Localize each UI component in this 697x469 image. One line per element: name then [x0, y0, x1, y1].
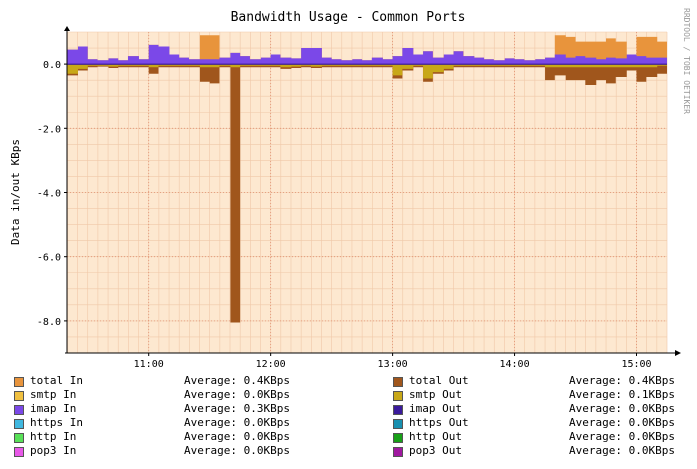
y-axis-label: Data in/out KBps	[9, 139, 22, 245]
legend-average: Average: 0.0KBps	[569, 430, 675, 443]
legend-item: https In Average: 0.0KBps	[14, 416, 304, 430]
legend-item: total In Average: 0.4KBps	[14, 374, 304, 388]
legend-item: imap Out Average: 0.0KBps	[393, 402, 683, 416]
legend-swatch	[393, 405, 403, 415]
y-tick-label: -2.0	[37, 124, 61, 135]
legend-item: imap In Average: 0.3KBps	[14, 402, 304, 416]
legend-label: https In	[30, 416, 83, 429]
legend-label: imap In	[30, 402, 77, 415]
legend-item: pop3 In Average: 0.0KBps	[14, 444, 304, 458]
x-axis-arrow	[675, 350, 681, 356]
y-tick-label: -8.0	[37, 317, 61, 328]
legend-item: smtp In Average: 0.0KBps	[14, 388, 304, 402]
x-tick-label: 15:00	[621, 359, 651, 370]
legend-label: smtp Out	[409, 388, 462, 401]
legend-item: http Out Average: 0.0KBps	[393, 430, 683, 444]
legend-average: Average: 0.0KBps	[569, 402, 675, 415]
legend-average: Average: 0.0KBps	[184, 430, 290, 443]
y-tick-label: -6.0	[37, 253, 61, 264]
x-tick-label: 14:00	[500, 359, 530, 370]
legend-swatch	[14, 419, 24, 429]
legend-item: total Out Average: 0.4KBps	[393, 374, 683, 388]
series-area-total-in	[67, 35, 667, 65]
chart-title: Bandwidth Usage - Common Ports	[231, 10, 466, 25]
legend-item: smtp Out Average: 0.1KBps	[393, 388, 683, 402]
legend-item: pop3 Out Average: 0.0KBps	[393, 444, 683, 458]
legend-label: imap Out	[409, 402, 462, 415]
legend-item: http In Average: 0.0KBps	[14, 430, 304, 444]
legend-average: Average: 0.1KBps	[569, 388, 675, 401]
legend-swatch	[393, 391, 403, 401]
legend-average: Average: 0.0KBps	[184, 388, 290, 401]
legend-average: Average: 0.0KBps	[184, 416, 290, 429]
x-tick-label: 11:00	[134, 359, 164, 370]
legend-item: https Out Average: 0.0KBps	[393, 416, 683, 430]
legend-swatch	[14, 391, 24, 401]
legend-average: Average: 0.0KBps	[184, 444, 290, 457]
legend-swatch	[14, 433, 24, 443]
x-tick-label: 13:00	[378, 359, 408, 370]
axis-layer: 0.0 -2.0 -4.0 -6.0 -8.0 11:00 12:00 13:00 14:00 1…	[37, 26, 681, 370]
x-tick-label: 12:00	[256, 359, 286, 370]
y-tick-label: -4.0	[37, 189, 61, 200]
legend-label: http Out	[409, 430, 462, 443]
legend-label: total Out	[409, 374, 469, 387]
legend-label: https Out	[409, 416, 469, 429]
legend-swatch	[393, 433, 403, 443]
legend-swatch	[393, 447, 403, 457]
legend-swatch	[393, 377, 403, 387]
legend-label: pop3 In	[30, 444, 77, 457]
y-tick-label: 0.0	[43, 60, 61, 71]
y-axis-arrow	[64, 26, 70, 31]
legend-average: Average: 0.0KBps	[569, 444, 675, 457]
legend-average: Average: 0.3KBps	[184, 402, 290, 415]
legend-swatch	[14, 447, 24, 457]
series-layer	[67, 35, 667, 323]
legend-average: Average: 0.0KBps	[569, 416, 675, 429]
legend-label: total In	[30, 374, 83, 387]
legend-swatch	[14, 377, 24, 387]
series-area-smtp-out	[67, 64, 667, 79]
legend-swatch	[14, 405, 24, 415]
legend-label: smtp In	[30, 388, 77, 401]
legend-average: Average: 0.4KBps	[569, 374, 675, 387]
legend-label: http In	[30, 430, 77, 443]
series-area-imap-in	[67, 44, 667, 65]
rrdtool-watermark: RRDTOOL / TOBI OETIKER	[682, 8, 691, 114]
grid-layer	[67, 31, 668, 354]
legend-average: Average: 0.4KBps	[184, 374, 290, 387]
legend-label: pop3 Out	[409, 444, 462, 457]
legend-swatch	[393, 419, 403, 429]
